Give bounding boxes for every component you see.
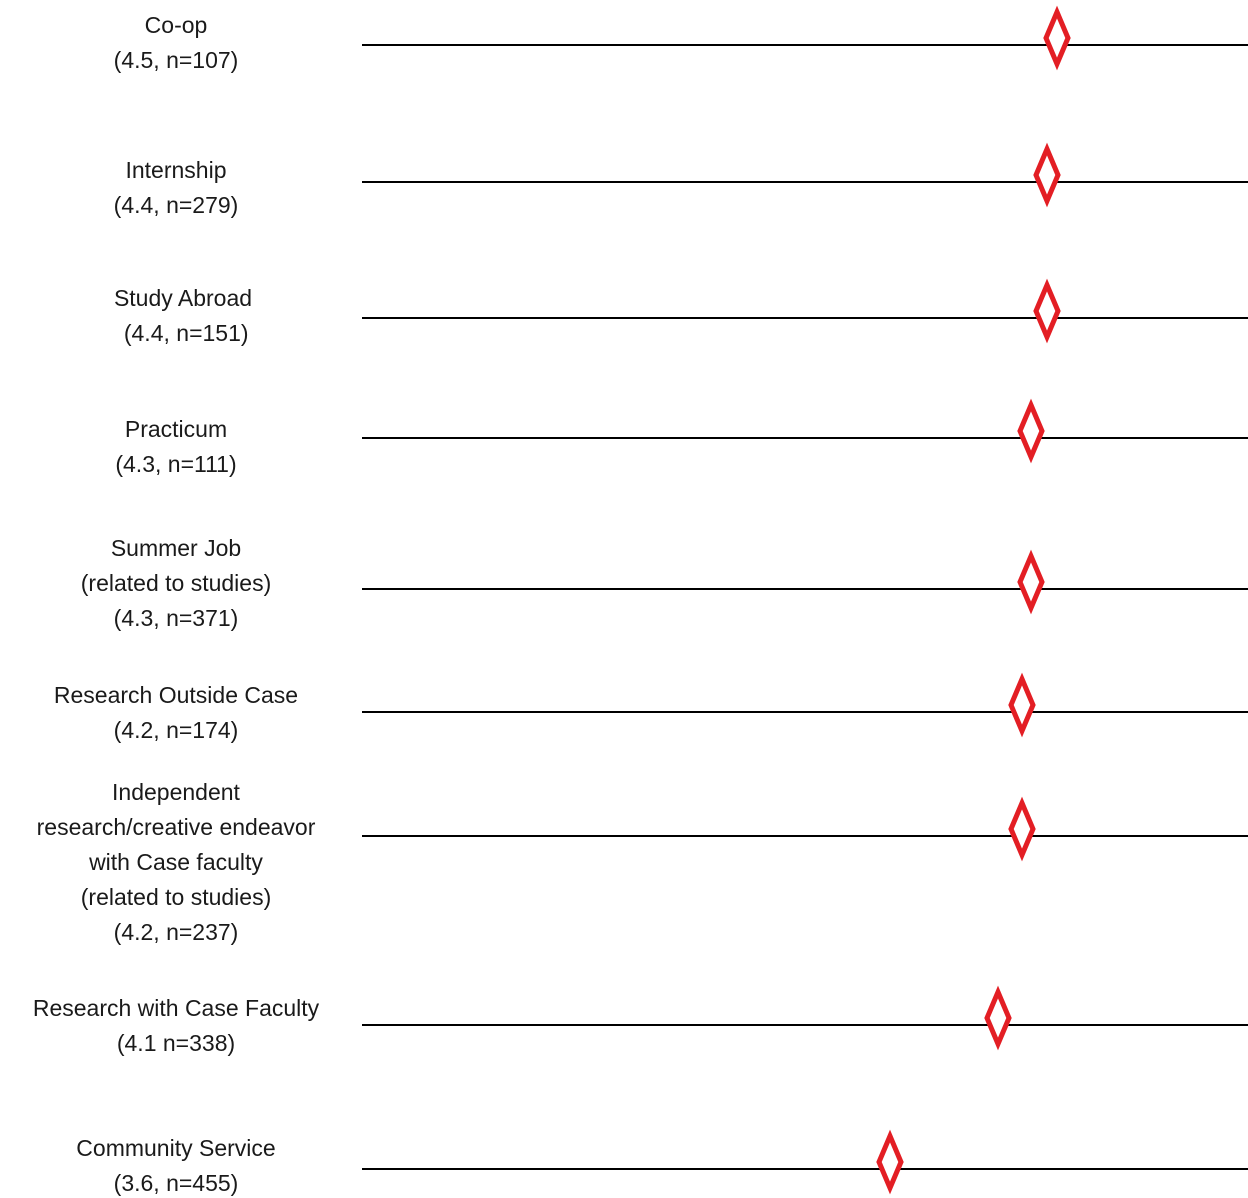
category-label-co-op: Co-op (4.5, n=107) — [114, 12, 239, 73]
category-label-line: Practicum — [125, 416, 227, 442]
category-label-research-with-case-faculty: Research with Case Faculty (4.1 n=338) — [33, 995, 320, 1056]
diamond-marker-internship — [1033, 142, 1061, 208]
diamond-marker-research-outside-case — [1008, 672, 1036, 738]
category-label-line: (related to studies) — [81, 884, 271, 910]
category-label-line: (4.2, n=237) — [114, 919, 239, 945]
category-label-summer-job: Summer Job (related to studies) (4.3, n=37… — [81, 535, 271, 631]
category-label-line: Study Abroad — [114, 285, 252, 311]
category-label-line: with Case faculty — [88, 849, 263, 875]
diamond-marker-co-op — [1043, 5, 1071, 71]
category-label-internship: Internship (4.4, n=279) — [114, 157, 239, 218]
category-label-study-abroad: Study Abroad (4.4, n=151) — [114, 285, 252, 346]
category-label-line: (3.6, n=455) — [114, 1170, 239, 1196]
category-label-line: research/creative endeavor — [37, 814, 316, 840]
category-label-line: Co-op — [145, 12, 208, 38]
category-label-line: (4.4, n=151) — [117, 320, 248, 346]
category-label-line: (4.2, n=174) — [114, 717, 239, 743]
category-label-line: (related to studies) — [81, 570, 271, 596]
category-label-line: (4.3, n=111) — [115, 451, 236, 477]
category-label-line: Internship — [125, 157, 226, 183]
category-label-line: (4.5, n=107) — [114, 47, 239, 73]
diamond-marker-research-with-case-faculty — [984, 985, 1012, 1051]
diamond-marker-community-service — [876, 1129, 904, 1195]
diamond-marker-practicum — [1017, 398, 1045, 464]
category-label-independent: Independent research/creative endeavor wit… — [37, 779, 316, 945]
diamond-marker-study-abroad — [1033, 278, 1061, 344]
category-label-research-outside-case: Research Outside Case (4.2, n=174) — [54, 682, 298, 743]
diamond-marker-independent — [1008, 796, 1036, 862]
category-label-line: Research Outside Case — [54, 682, 298, 708]
category-label-line: (4.3, n=371) — [114, 605, 239, 631]
diamond-marker-summer-job — [1017, 549, 1045, 615]
category-label-line: Research with Case Faculty — [33, 995, 320, 1021]
category-label-community-service: Community Service (3.6, n=455) — [76, 1135, 275, 1196]
category-label-line: (4.4, n=279) — [114, 192, 239, 218]
category-label-line: Community Service — [76, 1135, 275, 1161]
category-label-line: (4.1 n=338) — [117, 1030, 235, 1056]
category-label-line: Independent — [112, 779, 241, 805]
category-label-line: Summer Job — [111, 535, 241, 561]
category-label-practicum: Practicum (4.3, n=111) — [115, 416, 236, 477]
